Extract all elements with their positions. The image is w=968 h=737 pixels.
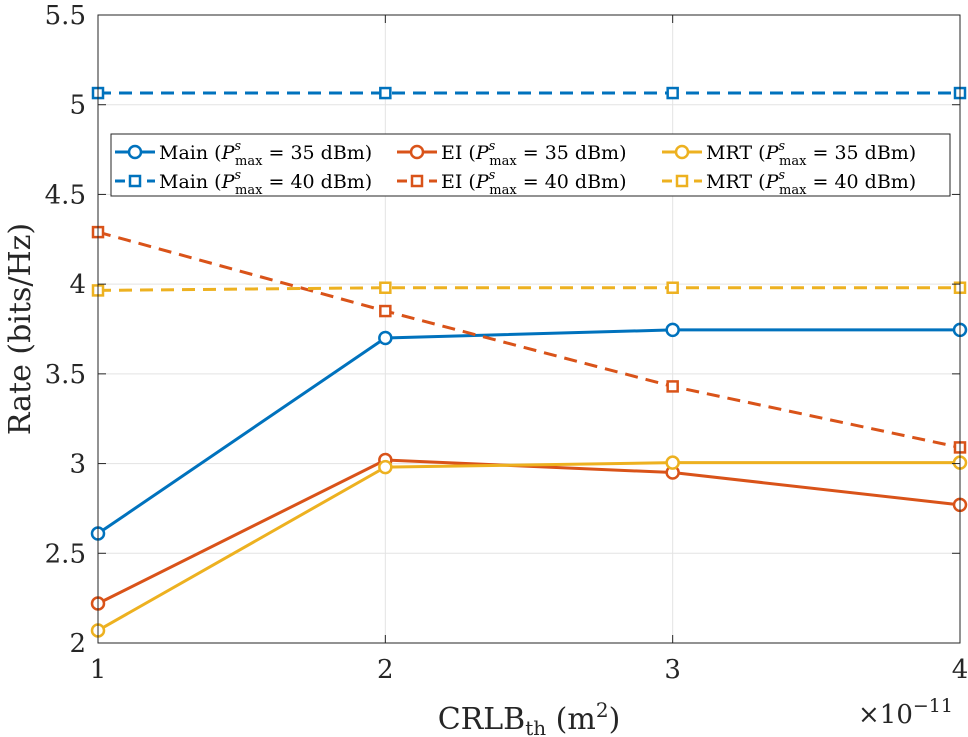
tick-labels: 1 2 3 422.533.544.555.5 [45,1,968,685]
legend-marker [675,174,689,188]
legend-entry: EI (Ps max = 40 dBm) [397,168,627,198]
series-line [97,328,960,535]
x-tick-label: 4 [952,655,968,685]
x-tick-label: 2 [377,655,394,685]
legend-label: Main (Ps max = 40 dBm) [159,168,372,198]
x-tick-label: 3 [664,655,681,685]
y-tick-label: 3.5 [45,360,86,390]
data-point [666,380,679,393]
legend-entry: Main (Ps max = 40 dBm) [115,168,372,198]
legend-label: MRT (Ps max = 40 dBm) [706,168,916,198]
legend-marker [674,144,690,160]
x-axis-label: CRLBth (m2) [438,698,621,737]
y-tick-label: 4 [69,270,86,300]
data-point [665,455,680,470]
plot-frame [97,14,961,644]
legend-marker [409,144,425,160]
y-tick-label: 2 [69,629,86,659]
x-axis-exponent: ×10−11 [858,695,953,730]
y-tick-label: 3 [69,450,86,480]
legend-label: MRT (Ps max = 35 dBm) [706,139,916,169]
axis-ticks [97,14,961,644]
data-point [379,281,392,294]
data-point [665,322,680,338]
legend-box [110,133,951,197]
legend-entry: MRT (Ps max = 35 dBm) [662,139,916,169]
data-point [378,330,393,346]
series-main-35dbm [90,322,968,541]
series-line [97,461,960,632]
legend-marker [410,174,424,188]
y-axis-label: Rate (bits/Hz) [3,223,38,435]
y-tick-label: 4.5 [45,180,86,210]
data-point [379,304,392,318]
data-point [379,86,392,100]
legend-marker [127,144,143,160]
series-layer [90,86,968,638]
y-tick-label: 2.5 [45,539,86,569]
legend: Main (Ps max = 35 dBm)Main (Ps max = 40 dB… [110,133,951,198]
data-point [666,281,679,294]
legend-label: EI (Ps max = 40 dBm) [441,168,627,198]
legend-entry: MRT (Ps max = 40 dBm) [662,168,916,198]
legend-entry: Main (Ps max = 35 dBm) [115,139,372,169]
y-tick-label: 5.5 [45,1,86,31]
legend-label: EI (Ps max = 35 dBm) [441,139,627,169]
data-point [666,86,679,100]
legend-entry: EI (Ps max = 35 dBm) [397,139,627,169]
x-tick-label: 1 [90,655,107,685]
series-line [97,286,960,292]
legend-marker [128,174,142,188]
y-tick-label: 5 [69,91,86,121]
series-line [97,230,961,449]
series-mrt-35dbm [90,455,968,638]
data-point [378,459,393,475]
legend-label: Main (Ps max = 35 dBm) [159,139,372,169]
